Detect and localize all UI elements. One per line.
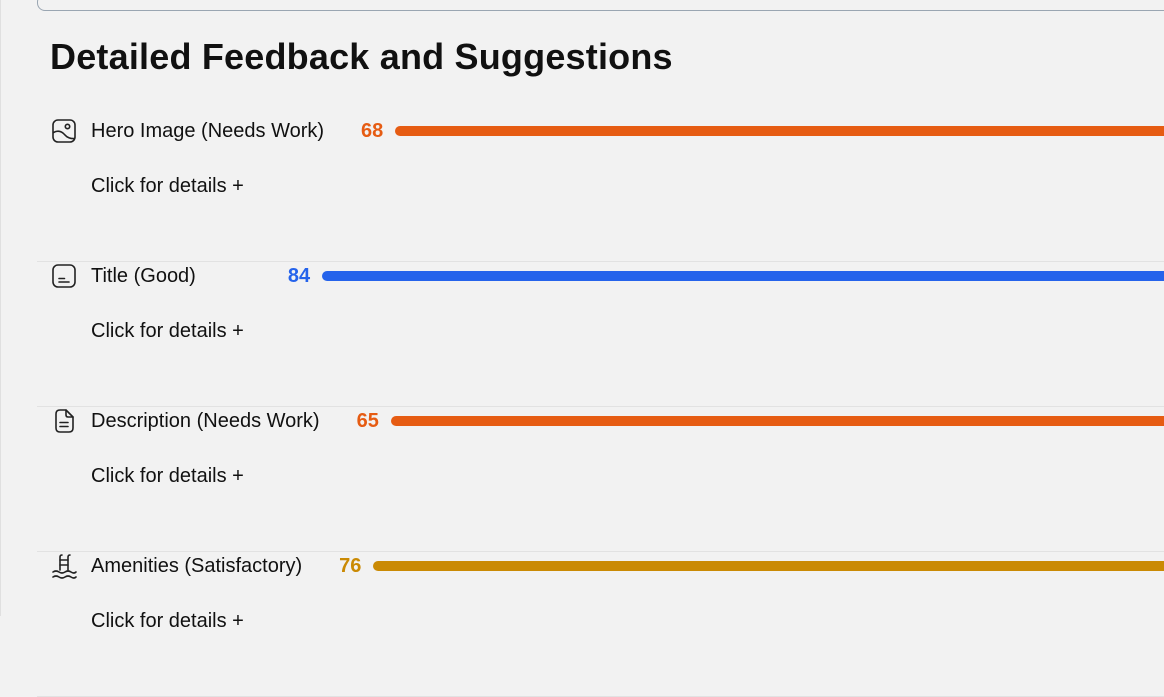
feedback-item-label: Title (Good) xyxy=(91,264,196,287)
feedback-item-header[interactable]: Hero Image (Needs Work) 68 xyxy=(50,116,1164,146)
feedback-item-title: Title (Good) 84 Click for details + xyxy=(37,261,1164,407)
section-title: Detailed Feedback and Suggestions xyxy=(50,36,673,77)
feedback-item-score-bar xyxy=(395,126,1164,136)
feedback-item-score: 84 xyxy=(287,264,311,287)
feedback-item-score: 76 xyxy=(339,554,362,577)
feedback-item-label: Hero Image (Needs Work) xyxy=(91,119,325,142)
feedback-item-score: 65 xyxy=(356,409,379,432)
pool-ladder-icon xyxy=(50,552,78,580)
feedback-item-score-bar xyxy=(322,271,1164,281)
feedback-item-hero-image: Hero Image (Needs Work) 68 Click for det… xyxy=(37,116,1164,262)
details-toggle[interactable]: Click for details + xyxy=(91,175,244,197)
feedback-item-score-bar xyxy=(390,416,1164,426)
feedback-item-amenities: Amenities (Satisfactory) 76 Click for de… xyxy=(37,551,1164,697)
feedback-item-label: Description (Needs Work) xyxy=(91,409,320,432)
image-icon xyxy=(50,117,78,145)
details-toggle[interactable]: Click for details + xyxy=(91,610,244,632)
caption-icon xyxy=(50,262,78,290)
details-toggle[interactable]: Click for details + xyxy=(91,320,244,342)
panel-left-edge xyxy=(0,0,1,616)
previous-card-edge xyxy=(37,0,1164,11)
details-toggle[interactable]: Click for details + xyxy=(91,465,244,487)
feedback-item-description: Description (Needs Work) 65 Click for de… xyxy=(37,406,1164,552)
feedback-item-header[interactable]: Amenities (Satisfactory) 76 xyxy=(50,551,1164,581)
feedback-item-label: Amenities (Satisfactory) xyxy=(91,554,303,577)
feedback-item-header[interactable]: Title (Good) 84 xyxy=(50,261,1164,291)
feedback-item-header[interactable]: Description (Needs Work) 65 xyxy=(50,406,1164,436)
feedback-item-score-bar xyxy=(373,561,1164,571)
document-icon xyxy=(50,407,78,435)
feedback-item-score: 68 xyxy=(361,119,384,142)
